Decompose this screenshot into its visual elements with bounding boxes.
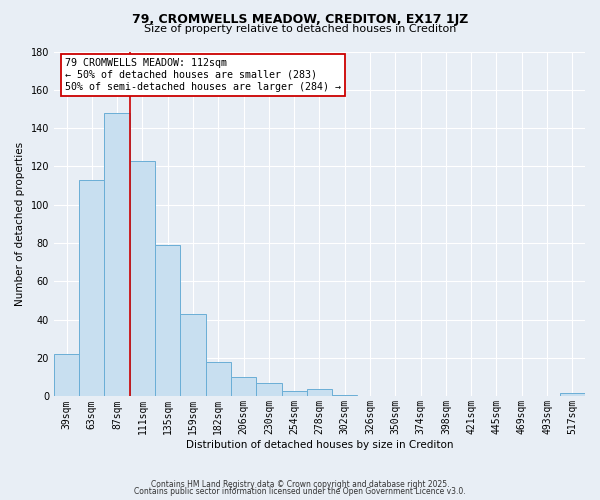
Text: 79, CROMWELLS MEADOW, CREDITON, EX17 1JZ: 79, CROMWELLS MEADOW, CREDITON, EX17 1JZ bbox=[132, 12, 468, 26]
Bar bbox=[256, 383, 281, 396]
Bar bbox=[231, 378, 256, 396]
Y-axis label: Number of detached properties: Number of detached properties bbox=[15, 142, 25, 306]
X-axis label: Distribution of detached houses by size in Crediton: Distribution of detached houses by size … bbox=[186, 440, 453, 450]
Bar bbox=[54, 354, 79, 397]
Text: Contains HM Land Registry data © Crown copyright and database right 2025.: Contains HM Land Registry data © Crown c… bbox=[151, 480, 449, 489]
Bar bbox=[130, 160, 155, 396]
Bar bbox=[155, 245, 181, 396]
Bar bbox=[79, 180, 104, 396]
Text: Contains public sector information licensed under the Open Government Licence v3: Contains public sector information licen… bbox=[134, 488, 466, 496]
Text: 79 CROMWELLS MEADOW: 112sqm
← 50% of detached houses are smaller (283)
50% of se: 79 CROMWELLS MEADOW: 112sqm ← 50% of det… bbox=[65, 58, 341, 92]
Bar bbox=[104, 113, 130, 397]
Bar bbox=[281, 390, 307, 396]
Text: Size of property relative to detached houses in Crediton: Size of property relative to detached ho… bbox=[144, 24, 456, 34]
Bar bbox=[206, 362, 231, 396]
Bar bbox=[307, 389, 332, 396]
Bar bbox=[560, 392, 585, 396]
Bar bbox=[332, 394, 358, 396]
Bar bbox=[181, 314, 206, 396]
